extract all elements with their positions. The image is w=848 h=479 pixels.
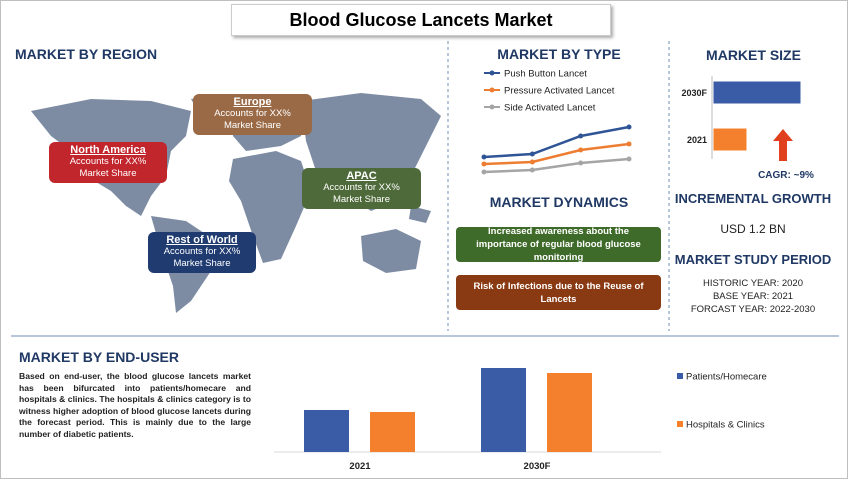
legend-marker	[489, 70, 495, 76]
growth-arrow	[773, 129, 793, 161]
series-point	[626, 141, 632, 147]
region-text: Market Share	[332, 194, 391, 205]
region-name: North America	[70, 144, 146, 156]
growth-heading: INCREMENTAL GROWTH	[674, 191, 832, 206]
series-point	[626, 156, 632, 162]
type-heading: MARKET BY TYPE	[497, 46, 621, 62]
dynamics-box: Increased awareness about the importance…	[456, 226, 661, 263]
region-heading: MARKET BY REGION	[15, 46, 158, 62]
size-bar	[712, 127, 748, 152]
size-label: 2030F	[681, 88, 707, 98]
series-point	[529, 167, 535, 173]
region-name: Europe	[233, 96, 272, 108]
region-box: North America Accounts for XX% Market Shar…	[49, 142, 167, 183]
period-line: BASE YEAR: 2021	[712, 291, 794, 302]
series-line	[483, 125, 630, 159]
region-text: Accounts for XX%	[69, 156, 147, 167]
end-user-text: Based on end-user, the blood glucose lan…	[19, 371, 251, 439]
legend-marker	[489, 87, 495, 93]
legend-label: Pressure Activated Lancet	[504, 86, 615, 97]
cagr: CAGR: ~9%	[758, 170, 814, 181]
x-label: 2030F	[524, 461, 551, 472]
series-line	[483, 142, 630, 166]
region-text: Market Share	[223, 120, 282, 131]
region-text: Market Share	[173, 258, 231, 269]
region-box: Europe Accounts for XX% Market Share	[193, 94, 312, 135]
size-heading: MARKET SIZE	[706, 47, 801, 63]
series-point	[578, 147, 584, 153]
series-point	[481, 154, 487, 160]
region-box: Rest of World Accounts for XX% Market Shar…	[148, 232, 256, 273]
region-text: Accounts for XX%	[323, 182, 400, 193]
size-label: 2021	[687, 135, 707, 145]
period-heading: MARKET STUDY PERIOD	[674, 252, 832, 267]
series-line	[483, 157, 630, 174]
legend-label: Push Button Lancet	[504, 69, 587, 80]
series-point	[529, 151, 535, 157]
legend-label: Hospitals & Clinics	[686, 420, 765, 431]
bar	[547, 373, 592, 452]
dynamics-box: Risk of Infections due to the Reuse of L…	[456, 275, 661, 310]
x-label: 2021	[349, 461, 371, 472]
region-text: Accounts for XX%	[163, 246, 241, 257]
region-text: Accounts for XX%	[214, 108, 291, 119]
series-point	[626, 124, 632, 130]
series-point	[529, 159, 535, 165]
legend-swatch	[677, 373, 683, 379]
legend-swatch	[677, 421, 683, 427]
region-text: Market Share	[79, 168, 137, 179]
series-point	[481, 161, 487, 167]
series-point	[481, 169, 487, 175]
title: Blood Glucose Lancets Market	[231, 4, 611, 36]
region-name: APAC	[346, 170, 377, 182]
dynamics-heading: MARKET DYNAMICS	[489, 194, 629, 210]
bar	[481, 368, 526, 452]
bar	[304, 410, 349, 452]
region-box: APAC Accounts for XX% Market Share	[302, 168, 421, 209]
series-point	[578, 160, 584, 166]
legend-label: Side Activated Lancet	[504, 103, 596, 114]
legend-label: Patients/Homecare	[686, 372, 767, 383]
end-user-heading: MARKET BY END-USER	[19, 349, 179, 365]
growth-value: USD 1.2 BN	[720, 222, 786, 236]
period-line: HISTORIC YEAR: 2020	[703, 278, 803, 289]
region-name: Rest of World	[166, 234, 238, 246]
legend-marker	[489, 104, 495, 110]
bar	[370, 412, 415, 452]
series-point	[578, 133, 584, 139]
period-line: FORCAST YEAR: 2022-2030	[690, 304, 816, 315]
size-bar	[712, 80, 802, 105]
